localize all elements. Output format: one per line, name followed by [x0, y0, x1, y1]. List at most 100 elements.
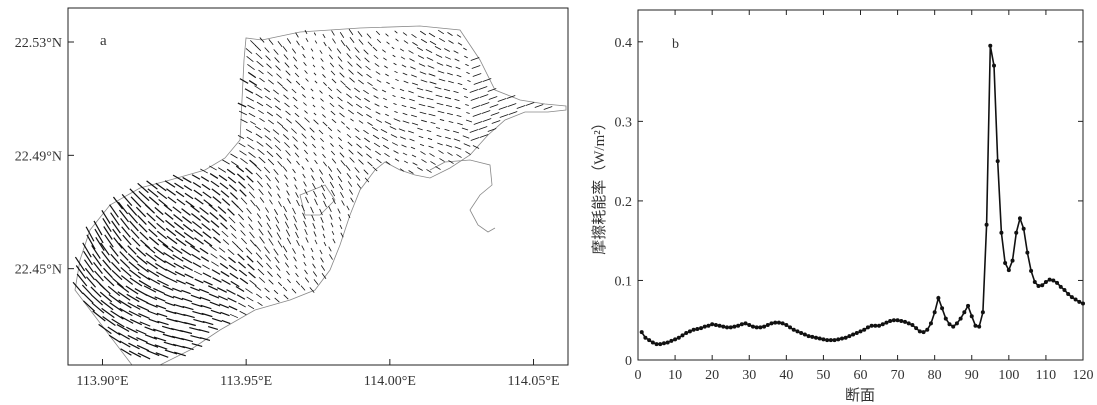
data-point — [639, 330, 644, 335]
flow-vector — [102, 218, 112, 232]
flow-vector — [381, 89, 387, 93]
data-point — [1025, 250, 1030, 255]
flow-vector — [329, 102, 335, 108]
flow-vector — [139, 321, 151, 327]
flow-vector — [110, 253, 120, 265]
flow-vector — [120, 267, 132, 277]
flow-vector — [328, 94, 334, 100]
estuary-shoreline — [74, 25, 567, 366]
flow-vector — [303, 102, 307, 106]
flow-vector — [304, 228, 308, 236]
flow-vector — [191, 302, 203, 308]
data-point — [943, 316, 948, 321]
flow-vector — [350, 118, 354, 122]
flow-vector — [203, 239, 213, 247]
flow-vector — [174, 229, 186, 239]
data-point — [817, 336, 822, 341]
flow-vector — [462, 87, 468, 91]
flow-vector — [266, 150, 274, 158]
flow-vector — [286, 190, 290, 196]
data-point — [647, 338, 652, 343]
data-point — [806, 334, 811, 339]
flow-vector — [266, 262, 272, 270]
flow-vector — [130, 196, 142, 208]
flow-vector — [284, 102, 290, 108]
flow-vector — [385, 113, 389, 117]
data-point — [1047, 277, 1052, 282]
data-point — [954, 321, 959, 326]
flow-vector — [154, 344, 168, 350]
flow-vector — [120, 217, 130, 231]
flow-vector — [237, 135, 245, 139]
data-point — [739, 322, 744, 327]
flow-vector — [295, 32, 299, 38]
flow-vector — [374, 103, 380, 107]
flow-vector — [240, 197, 248, 205]
flow-vector — [229, 224, 237, 232]
flow-vector — [92, 310, 106, 322]
x-tick-label: 0 — [635, 368, 642, 383]
flow-vector — [295, 272, 299, 278]
coastline — [74, 25, 567, 366]
flow-vector — [309, 287, 315, 293]
flow-vector — [276, 152, 282, 160]
flow-vector — [181, 208, 191, 216]
flow-vector — [338, 64, 344, 70]
flow-vector — [99, 291, 113, 303]
flow-vector — [320, 137, 324, 143]
flow-vector — [153, 336, 167, 342]
flow-vector — [207, 285, 219, 291]
flow-vector — [266, 63, 272, 69]
flow-vector — [294, 184, 298, 190]
flow-vector — [286, 38, 292, 44]
flow-vector — [322, 192, 326, 200]
x-tick-label: 70 — [891, 368, 905, 383]
flow-vector — [256, 213, 262, 219]
flow-vector — [284, 62, 290, 68]
flow-vector — [314, 159, 318, 165]
flow-vector — [364, 177, 370, 183]
flow-vector — [376, 79, 382, 83]
flow-vector — [437, 70, 445, 74]
flow-vector — [102, 316, 116, 326]
flow-vector — [162, 243, 174, 253]
data-point — [1073, 297, 1078, 302]
flow-vector — [400, 56, 406, 60]
flow-vector — [473, 81, 483, 85]
data-point — [728, 325, 733, 330]
flow-vector — [286, 118, 292, 124]
flow-vector — [264, 287, 270, 293]
flow-vector — [199, 337, 211, 341]
flow-vector — [384, 65, 388, 69]
flow-vector — [155, 352, 169, 358]
flow-vector — [175, 237, 187, 247]
flow-vector — [403, 80, 409, 84]
flow-vector — [292, 168, 296, 174]
flow-vector — [506, 95, 516, 99]
flow-vector — [173, 262, 185, 270]
flow-vector — [107, 326, 121, 336]
flow-vector — [101, 209, 111, 225]
flow-vector — [202, 231, 212, 239]
flow-vector — [358, 120, 364, 124]
flow-vector — [256, 141, 264, 147]
flow-vector — [250, 40, 256, 46]
flow-vector — [331, 231, 335, 235]
flow-vector — [202, 264, 210, 270]
flow-vector — [445, 56, 451, 60]
flow-vector — [182, 223, 194, 233]
flow-vector — [211, 269, 221, 275]
flow-vector — [110, 212, 120, 226]
flow-vector — [355, 55, 361, 61]
flow-vector — [293, 64, 299, 70]
flow-vector — [90, 286, 102, 298]
flow-vector — [126, 293, 140, 303]
flow-vector — [92, 253, 102, 267]
data-point — [814, 335, 818, 340]
flow-vector — [100, 299, 114, 311]
flow-vector — [348, 149, 354, 155]
flow-vector — [347, 141, 353, 147]
flow-vector — [314, 198, 318, 206]
flow-vector — [357, 31, 363, 37]
flow-vector — [108, 293, 122, 305]
